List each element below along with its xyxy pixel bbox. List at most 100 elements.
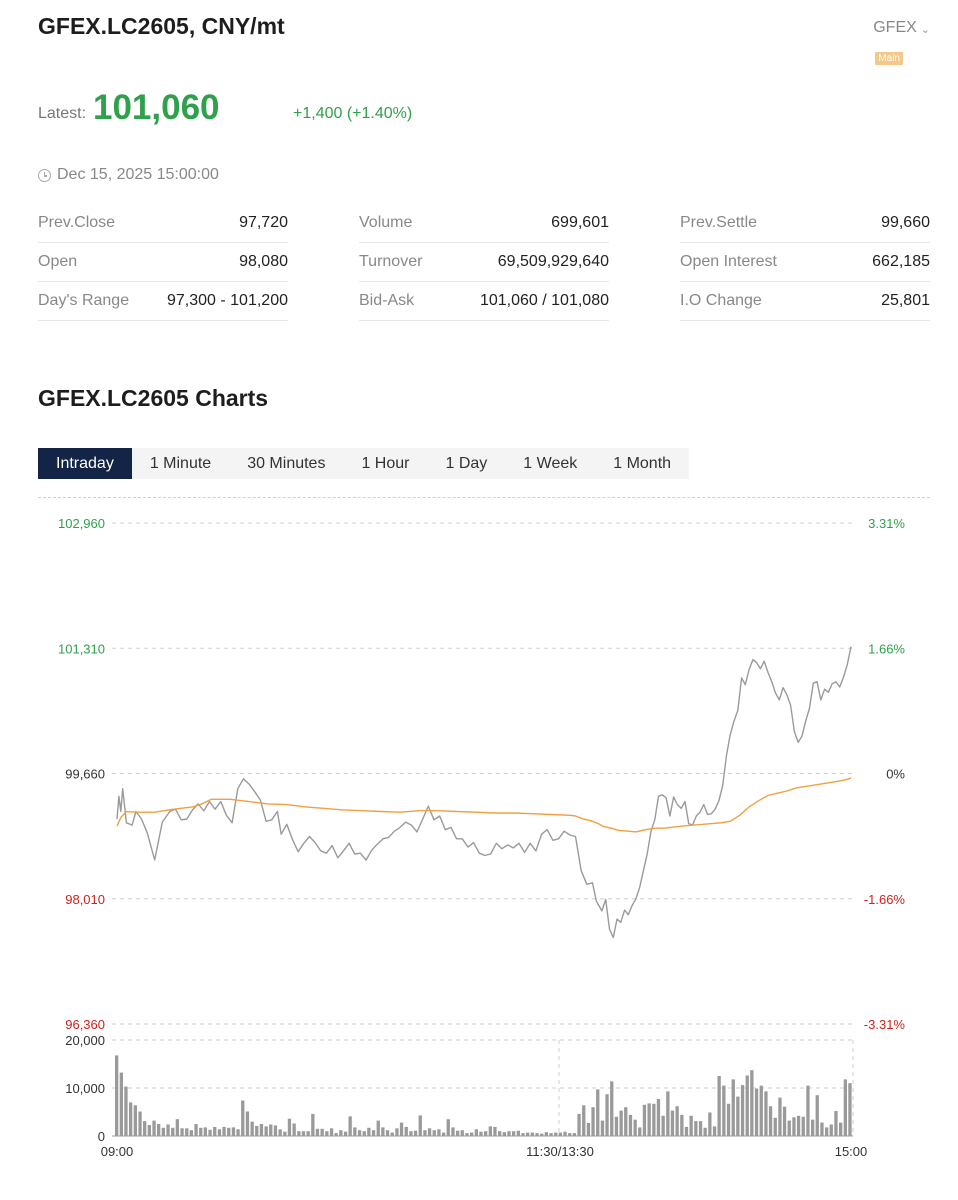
volume-bar <box>213 1126 217 1136</box>
volume-bar <box>782 1106 787 1136</box>
main-contract-badge: Main <box>875 52 903 65</box>
volume-bar <box>773 1117 777 1136</box>
intraday-chart[interactable]: 102,960 3.31% 101,310 1.66% 99,660 0% 98,010 -1… <box>0 500 958 1170</box>
volume-bar <box>820 1122 824 1136</box>
latest-label: Latest: <box>38 105 87 122</box>
stat-row-open: Open 98,080 <box>38 243 288 282</box>
volume-bar <box>395 1128 399 1136</box>
volume-bar <box>778 1097 782 1136</box>
volume-bar <box>465 1133 469 1136</box>
exchange-selector[interactable]: GFEX ⌄ <box>873 19 930 37</box>
volume-bar <box>493 1126 497 1136</box>
volume-bar <box>740 1085 745 1136</box>
stat-label: Prev.Close <box>38 214 116 231</box>
volume-bar <box>712 1126 717 1136</box>
stats-column-3: Prev.Settle 99,660 Open Interest 662,185 I… <box>680 204 930 321</box>
stat-value: 25,801 <box>881 292 930 309</box>
volume-bar <box>516 1130 520 1136</box>
time-tick-label: 15:00 <box>835 1144 868 1159</box>
latest-price: 101,060 <box>93 88 220 127</box>
volume-bar <box>572 1133 576 1136</box>
volume-bar <box>115 1055 119 1136</box>
price-tick-label: 96,360 <box>65 1017 105 1032</box>
volume-bar <box>245 1111 250 1136</box>
volume-bar <box>848 1083 852 1136</box>
volume-bar <box>806 1085 810 1136</box>
tab-1-day[interactable]: 1 Day <box>445 455 488 472</box>
volume-bar <box>273 1125 278 1136</box>
percent-tick-label: -3.31% <box>864 1017 906 1032</box>
volume-bar <box>348 1116 352 1136</box>
volume-bar <box>796 1115 801 1136</box>
clock-icon <box>38 168 51 182</box>
volume-bar <box>633 1119 637 1136</box>
volume-bar <box>628 1114 633 1136</box>
stat-row-days-range: Day's Range 97,300 - 101,200 <box>38 282 288 321</box>
volume-bar <box>488 1126 492 1136</box>
tab-1-minute[interactable]: 1 Minute <box>149 455 212 472</box>
volume-bar <box>269 1124 273 1136</box>
volume-bar <box>829 1124 833 1136</box>
volume-bar <box>236 1129 240 1136</box>
volume-bar <box>227 1127 231 1136</box>
tab-30-minutes[interactable]: 30 Minutes <box>247 455 326 472</box>
volume-bar <box>614 1116 619 1136</box>
quote-timestamp: Dec 15, 2025 15:00:00 <box>38 166 219 184</box>
stat-row-volume: Volume 699,601 <box>359 204 609 243</box>
volume-bar <box>180 1128 184 1136</box>
volume-bar <box>306 1131 310 1136</box>
volume-bar <box>446 1119 450 1136</box>
volume-bar <box>325 1131 329 1136</box>
volume-bar <box>656 1099 661 1136</box>
volume-bar <box>638 1127 642 1136</box>
volume-bar <box>320 1128 324 1136</box>
volume-bar <box>217 1129 222 1136</box>
volume-bar <box>619 1110 623 1136</box>
volume-bar <box>409 1131 413 1136</box>
volume-bar <box>684 1126 689 1136</box>
volume-bar <box>535 1133 539 1136</box>
volume-bar <box>171 1127 175 1136</box>
volume-bar <box>568 1133 572 1136</box>
stat-value: 99,660 <box>881 214 930 231</box>
volume-bar <box>582 1105 586 1136</box>
volume-bar <box>203 1127 207 1136</box>
timestamp-text: Dec 15, 2025 15:00:00 <box>57 166 219 183</box>
volume-bar <box>343 1131 348 1136</box>
tab-1-hour[interactable]: 1 Hour <box>361 455 410 472</box>
average-price-line <box>116 777 852 833</box>
tab-1-month[interactable]: 1 Month <box>613 455 672 472</box>
stat-label: I.O Change <box>680 292 762 309</box>
stat-label: Volume <box>359 214 413 231</box>
volume-bar <box>442 1132 446 1136</box>
price-tick-label: 102,960 <box>58 516 105 531</box>
volume-bar <box>470 1132 474 1136</box>
volume-bar <box>437 1129 441 1136</box>
volume-bar <box>362 1131 366 1136</box>
volume-bar <box>680 1114 684 1136</box>
volume-bar <box>376 1120 380 1136</box>
stats-column-1: Prev.Close 97,720 Open 98,080 Day's Range 9… <box>38 204 288 321</box>
volume-bar <box>703 1127 707 1136</box>
volume-bar <box>133 1105 137 1136</box>
price-tick-label: 98,010 <box>65 892 105 907</box>
volume-bar <box>554 1132 558 1136</box>
volume-bar <box>792 1117 796 1136</box>
volume-bar <box>558 1132 562 1136</box>
volume-bar <box>507 1131 511 1136</box>
tab-1-week[interactable]: 1 Week <box>523 455 578 472</box>
volume-bar <box>315 1128 320 1136</box>
volume-bar <box>250 1121 254 1136</box>
stat-value: 97,300 - 101,200 <box>167 292 288 309</box>
tab-intraday[interactable]: Intraday <box>38 448 132 479</box>
volume-bar <box>498 1131 502 1136</box>
volume-bar <box>479 1131 483 1136</box>
volume-bar <box>241 1100 245 1136</box>
volume-bar <box>152 1120 156 1136</box>
volume-bar <box>460 1130 464 1136</box>
volume-bar <box>353 1127 357 1136</box>
stat-value: 97,720 <box>239 214 288 231</box>
volume-bar <box>512 1131 516 1136</box>
stat-value: 699,601 <box>551 214 609 231</box>
volume-bar <box>647 1103 651 1136</box>
